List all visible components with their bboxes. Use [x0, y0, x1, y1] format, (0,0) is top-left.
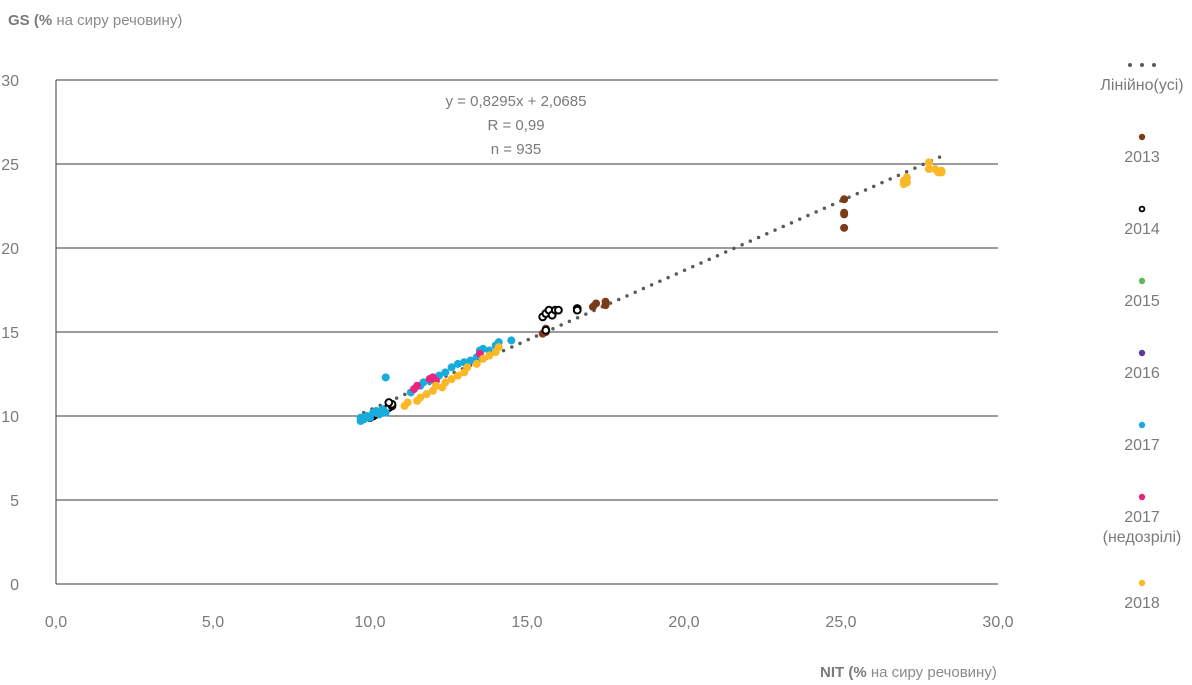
legend-item: 2018 [1092, 578, 1192, 614]
data-point [403, 398, 412, 407]
x-tick-label: 0,0 [45, 614, 67, 631]
x-tick-label: 25,0 [825, 614, 856, 631]
legend-item: 2017 (недозрілі) [1092, 492, 1192, 548]
data-point [472, 359, 481, 368]
x-tick-label: 30,0 [982, 614, 1013, 631]
y-axis-title: GS (% на сиру речовину) [8, 12, 182, 29]
data-point [419, 378, 428, 387]
data-point [422, 390, 431, 399]
legend-label: Лінійно(усі) [1100, 77, 1184, 94]
y-tick-label: 20 [1, 241, 19, 258]
y-axis-title-bold: GS (% [8, 12, 53, 29]
data-point [447, 375, 456, 384]
legend-label: 2013 [1124, 149, 1160, 166]
x-tick-label: 15,0 [511, 614, 542, 631]
data-point [840, 210, 849, 219]
data-point [554, 305, 563, 315]
y-tick-label: 0 [10, 577, 19, 594]
legend-item: 2017 [1092, 420, 1192, 456]
legend-item: Лінійно(усі) [1092, 60, 1192, 96]
legend-item: 2014 [1092, 204, 1192, 240]
regression-n-value: n = 935 [490, 141, 542, 158]
data-point [453, 371, 462, 380]
data-point [416, 393, 425, 402]
legend-item: 2013 [1092, 132, 1192, 168]
data-point [494, 343, 503, 352]
data-point [447, 363, 456, 372]
data-point [572, 305, 582, 315]
legend-marker [1138, 205, 1146, 213]
data-point [592, 299, 601, 308]
data-point [541, 325, 551, 335]
data-point [441, 378, 450, 387]
data-point [441, 368, 450, 377]
data-point [466, 356, 475, 365]
y-tick-label: 5 [10, 493, 19, 510]
legend-label: 2017 (недозрілі) [1102, 509, 1182, 546]
data-point [381, 373, 390, 382]
legend-label: 2014 [1124, 221, 1160, 238]
legend-marker [1138, 133, 1146, 141]
x-tick-label: 20,0 [668, 614, 699, 631]
data-point [453, 359, 462, 368]
data-point [384, 398, 394, 407]
regression-r-value: R = 0,99 [487, 117, 545, 134]
legend-item: 2016 [1092, 348, 1192, 384]
y-tick-label: 10 [1, 409, 19, 426]
data-point [507, 336, 516, 345]
legend-label: 2015 [1124, 293, 1160, 310]
y-tick-label: 15 [1, 325, 19, 342]
x-tick-label: 5,0 [202, 614, 224, 631]
legend-marker [1138, 421, 1146, 429]
data-point [413, 381, 422, 390]
data-point [902, 178, 911, 187]
data-point [485, 351, 494, 360]
data-point [479, 354, 488, 363]
trendline [361, 154, 944, 415]
y-tick-label: 30 [1, 73, 19, 90]
legend-label: 2016 [1124, 365, 1160, 382]
y-axis-title-rest: на сиру речовину) [52, 12, 183, 29]
legend-marker [1138, 349, 1146, 357]
legend-marker [1138, 277, 1146, 285]
data-point [431, 381, 440, 390]
data-point [937, 166, 946, 175]
legend-marker [1138, 579, 1146, 587]
data-point [463, 363, 472, 372]
regression-equation: y = 0,8295x + 2,0685 [445, 93, 587, 110]
x-axis-title: NIT (% на сиру речовину) [820, 664, 997, 681]
data-point [381, 408, 390, 417]
legend-marker [1128, 63, 1156, 67]
data-point [924, 158, 933, 167]
data-point [601, 297, 610, 306]
x-axis-title-rest: на сиру речовину) [866, 664, 997, 681]
data-point [840, 223, 849, 232]
x-tick-label: 10,0 [354, 614, 385, 631]
data-point [840, 195, 849, 204]
x-axis-title-bold: NIT (% [820, 664, 867, 681]
legend-label: 2018 [1124, 595, 1160, 612]
legend-item: 2015 [1092, 276, 1192, 312]
legend-marker [1138, 493, 1146, 501]
data-point [924, 165, 933, 174]
y-tick-label: 25 [1, 157, 19, 174]
legend-label: 2017 [1124, 437, 1160, 454]
